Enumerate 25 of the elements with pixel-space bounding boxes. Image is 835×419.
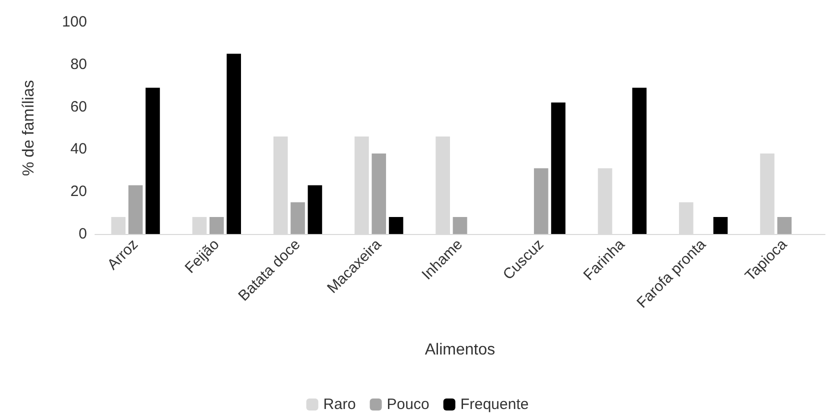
bar xyxy=(551,102,566,234)
y-tick-label: 0 xyxy=(78,226,87,242)
bar xyxy=(388,217,404,234)
bar xyxy=(372,153,386,234)
bar xyxy=(290,202,305,234)
bar xyxy=(226,54,241,234)
bar xyxy=(128,185,143,234)
y-tick-label: 100 xyxy=(62,14,87,30)
y-axis-title: % de famílias xyxy=(20,80,38,176)
bar xyxy=(777,217,792,234)
y-tick-label: 80 xyxy=(70,56,87,73)
y-tick-label: 40 xyxy=(70,140,87,158)
y-tick-label: 60 xyxy=(70,98,87,116)
legend-label: Raro xyxy=(323,396,356,413)
bar xyxy=(210,217,224,234)
bar xyxy=(308,185,322,234)
bar xyxy=(534,168,548,234)
legend-label: Pouco xyxy=(386,396,430,413)
y-tick-label: 20 xyxy=(70,183,87,200)
bar xyxy=(452,217,468,234)
legend-label: Frequente xyxy=(460,396,529,413)
bar xyxy=(713,217,728,234)
x-axis-title: Alimentos xyxy=(424,342,496,358)
bar xyxy=(632,88,647,234)
bar xyxy=(146,88,160,234)
